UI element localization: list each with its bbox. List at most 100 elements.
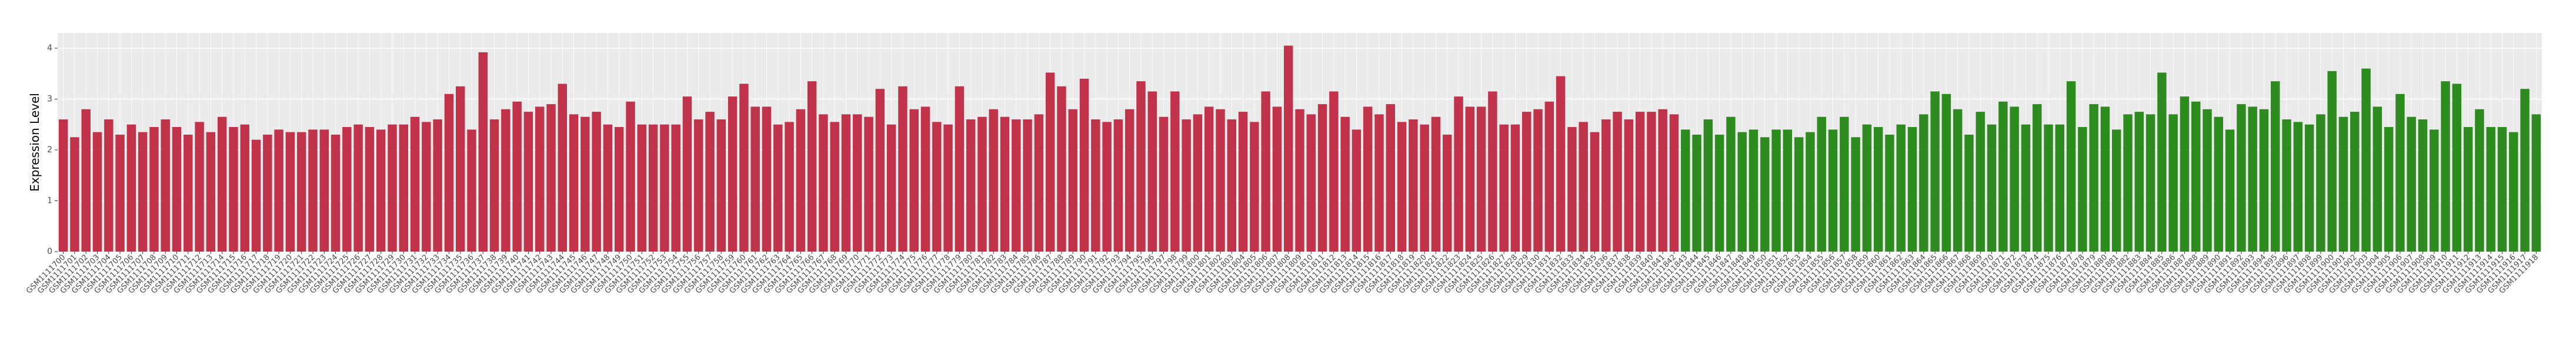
bar [2475,109,2484,252]
bar [1000,116,1010,252]
bar [2430,129,2439,252]
bar [2282,119,2291,252]
bar [955,86,965,252]
bar [2384,127,2394,252]
bar [796,109,806,252]
bar [1806,132,1815,252]
bar [2304,124,2314,252]
bar [807,81,817,252]
bar [138,132,148,252]
bar [546,104,556,252]
bar [1556,76,1566,252]
bar [1045,72,1055,252]
bar [1182,119,1191,252]
bar [1794,137,1804,252]
bar [773,124,783,252]
bar [2395,93,2405,252]
bar [331,135,341,252]
bar [1522,112,1531,252]
bar [455,86,465,252]
bar [1034,114,1044,252]
bar [989,109,998,252]
bar [660,124,669,252]
bar [1851,137,1860,252]
bar [558,83,568,252]
bar [1828,129,1838,252]
bar [1681,129,1690,252]
bar [1692,135,1701,252]
bar [263,135,272,252]
bar [70,137,79,252]
bar [1295,109,1304,252]
bar [603,124,613,252]
bar [399,124,408,252]
bar [388,124,397,252]
bar [2407,116,2416,252]
bar [1136,81,1146,252]
bar [2021,124,2031,252]
bar [1601,119,1611,252]
bar [1216,109,1225,252]
bar [2157,72,2167,252]
bar [977,116,987,252]
bar [1409,119,1418,252]
bar [1454,96,1463,252]
bar [615,127,624,252]
bar [1488,91,1497,252]
bar [966,119,976,252]
bar [2044,124,2053,252]
bar [1023,119,1032,252]
bar [750,106,760,252]
bar [1624,119,1634,252]
y-tick-label: 4 [47,44,52,53]
bar [1567,127,1577,252]
bar [1283,45,1293,252]
bar [626,101,635,252]
bar [1193,114,1203,252]
bar [1635,112,1645,252]
bar [365,127,375,252]
bar [161,119,170,252]
y-tick-label: 2 [47,145,52,155]
bar [1012,119,1021,252]
bar [841,114,851,252]
bar [2225,129,2235,252]
bar [2441,81,2450,252]
bar [1817,116,1826,252]
bar [535,106,545,252]
bar [2520,89,2530,252]
bar [422,122,431,252]
bar [2531,114,2541,252]
bar [932,122,942,252]
bar [2497,127,2507,252]
bar [1737,132,1747,252]
bar [251,139,261,252]
bar [1272,106,1282,252]
bar [308,129,318,252]
bar [2168,114,2178,252]
bar [478,52,488,252]
bar [1113,119,1123,252]
bar [206,132,216,252]
bar [353,124,363,252]
bar [1261,91,1270,252]
bar [728,96,738,252]
bar [1091,119,1100,252]
bar [1057,86,1066,252]
bar [592,112,601,252]
bar [1159,116,1169,252]
bar [1941,93,1951,252]
bar [1579,122,1588,252]
bar [296,132,306,252]
y-tick-label: 1 [47,196,52,205]
bar [2237,104,2246,252]
bar [1987,124,1997,252]
bar [1431,116,1441,252]
bar [2191,101,2201,252]
bar [376,129,386,252]
bar [705,112,715,252]
bar [274,129,283,252]
bar [2134,112,2144,252]
bar [229,127,238,252]
bar [149,127,159,252]
